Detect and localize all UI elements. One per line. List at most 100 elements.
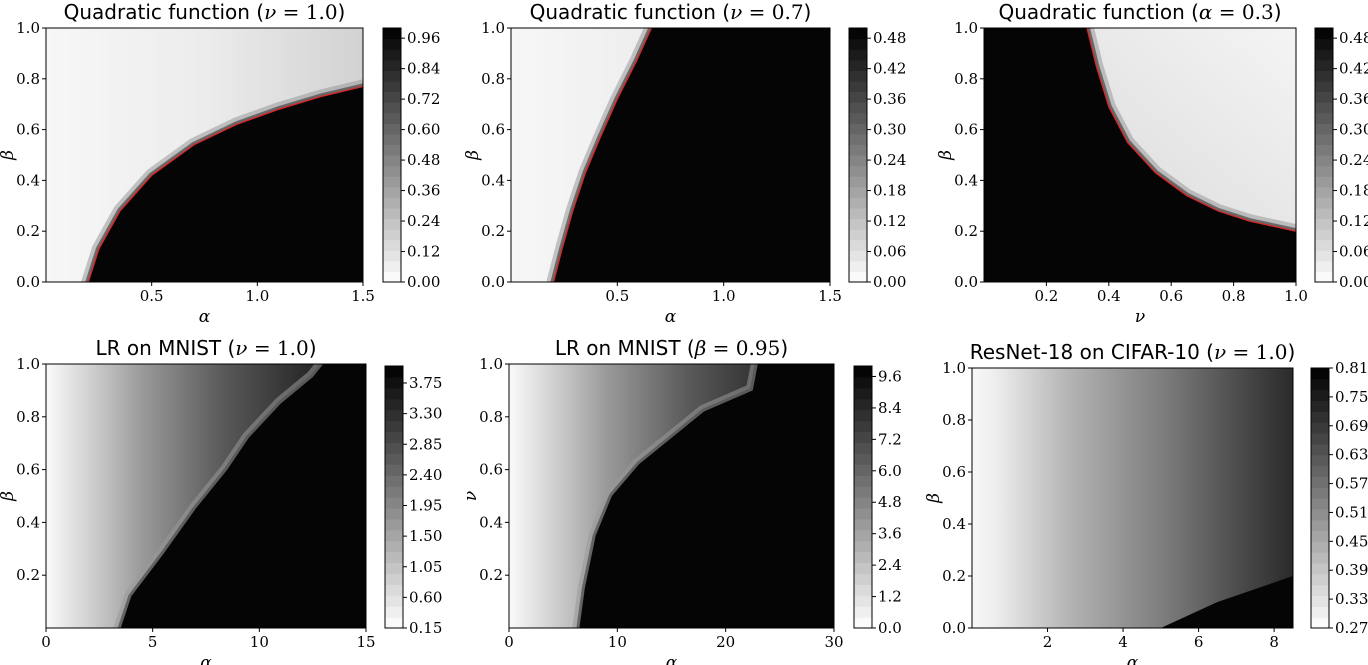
colorbar-tick-label: 3.30 [409,405,442,423]
colorbar-segment [1311,617,1329,629]
plot-area [509,364,834,628]
y-tick-label: 0.0 [942,619,966,637]
plot-frame [45,27,364,283]
colorbar-tick-label: 0.42 [1339,60,1368,78]
colorbar-segment [1315,176,1333,188]
colorbar-frame [848,27,868,283]
dark-region [579,364,834,628]
colorbar-tick-label: 2.40 [409,466,442,484]
y-tick-label: 0.6 [954,121,978,139]
colorbar-segment [1315,133,1333,146]
colorbar-segment [1315,102,1333,114]
colorbar: 0.00 0.12 0.24 0.36 0.48 0.60 0.72 0.84 0.96 [382,27,440,291]
colorbar-tick-label: 2.85 [409,435,442,453]
colorbar-segment [383,123,401,135]
y-tick-label: 0.2 [942,567,966,585]
y-tick-label: 0.8 [16,70,40,88]
y-tick-label: 0.4 [481,171,505,189]
colorbar: 0.0 1.2 2.4 3.6 4.8 6.0 7.2 8.4 9.6 [853,365,902,637]
x-axis-label: ν [1135,307,1145,327]
chart-panel-3: 0.2 0.4 0.6 0.8 1.0 0.0 0.2 0.4 0.6 0.8 1.0 ν β Quadr… [936,0,1368,327]
colorbar-segment [383,165,401,177]
colorbar-segment [854,398,872,411]
colorbar-segment [854,453,872,465]
colorbar-segment [385,529,403,542]
colorbar-tick-label: 0.75 [1335,388,1368,406]
colorbar-tick-label: 0.42 [873,60,906,78]
colorbar-segment [849,49,867,61]
colorbar-frame [1314,27,1334,283]
x-tick-label: 1.0 [712,287,736,305]
y-tick-label: 0.6 [16,121,40,139]
colorbar-segment [1315,49,1333,61]
colorbar-segment [385,606,403,618]
colorbar-segment [385,497,403,509]
colorbar: 0.00 0.06 0.12 0.18 0.24 0.30 0.36 0.42 0.48 [848,27,906,291]
colorbar-segment [383,133,401,146]
plot-frame [971,367,1294,629]
colorbar-segment [383,80,401,93]
colorbar-tick-label: 0.45 [1335,532,1368,550]
colorbar-segment [385,562,403,575]
colorbar-tick-label: 0.60 [409,588,442,606]
y-axis-label: β [463,150,483,161]
colorbar-segment [849,207,867,220]
colorbar-segment [849,28,867,40]
colorbar-segment [1311,443,1329,456]
x-tick-label: 2 [1043,633,1053,651]
x-tick-label: 15 [356,633,375,651]
dark-region [553,28,830,282]
dark-region [984,28,1296,282]
y-tick-label: 1.0 [16,355,40,373]
colorbar-segment [383,229,401,241]
x-tick-label: 1.0 [1284,287,1308,305]
colorbar-tick-label: 0.60 [407,121,440,139]
colorbar-segment [383,197,401,209]
x-axis-label: α [666,653,678,665]
colorbar-segment [854,497,872,509]
colorbar-segment [383,38,401,50]
x-tick-label: 0.4 [1097,287,1121,305]
colorbar-tick-label: 0.00 [1339,273,1368,291]
colorbar-segment [1311,541,1329,553]
colorbar-tick-label: 0.06 [873,243,906,261]
colorbar-segment [854,442,872,454]
x-tick-label: 10 [608,633,627,651]
colorbar-segment [385,551,403,564]
colorbar-segment [854,529,872,542]
colorbar-segment [1315,260,1333,273]
colorbar-segment [1315,155,1333,167]
colorbar-tick-label: 0.57 [1335,475,1368,493]
y-tick-label: 0.8 [479,408,503,426]
colorbar-tick-label: 0.84 [407,60,440,78]
colorbar-segment [849,59,867,71]
colorbar-segment [385,518,403,531]
colorbar-segment [1315,80,1333,93]
colorbar-segment [385,442,403,454]
colorbar-segment [383,28,401,40]
colorbar-segment [1311,606,1329,618]
x-tick-label: 5 [148,633,158,651]
x-axis-label: α [665,307,677,327]
colorbar-segment [383,155,401,167]
colorbar-segment [849,70,867,82]
colorbar-segment [385,464,403,476]
colorbar-segment [849,144,867,156]
colorbar-segment [1311,433,1329,445]
colorbar-tick-label: 0.00 [407,273,440,291]
x-tick-label: 10 [250,633,269,651]
colorbar-segment [1315,123,1333,135]
x-tick-label: 0.8 [1222,287,1246,305]
colorbar-segment [849,102,867,114]
colorbar-segment [849,112,867,124]
colorbar-segment [1315,218,1333,230]
colorbar-segment [383,70,401,82]
colorbar-segment [1315,28,1333,40]
colorbar-tick-label: 0.0 [878,619,902,637]
plot-area [984,28,1296,282]
colorbar-segment [1315,229,1333,241]
x-tick-label: 4 [1118,633,1128,651]
y-tick-label: 0.6 [481,121,505,139]
colorbar-segment [383,91,401,103]
colorbar-segment [385,420,403,433]
